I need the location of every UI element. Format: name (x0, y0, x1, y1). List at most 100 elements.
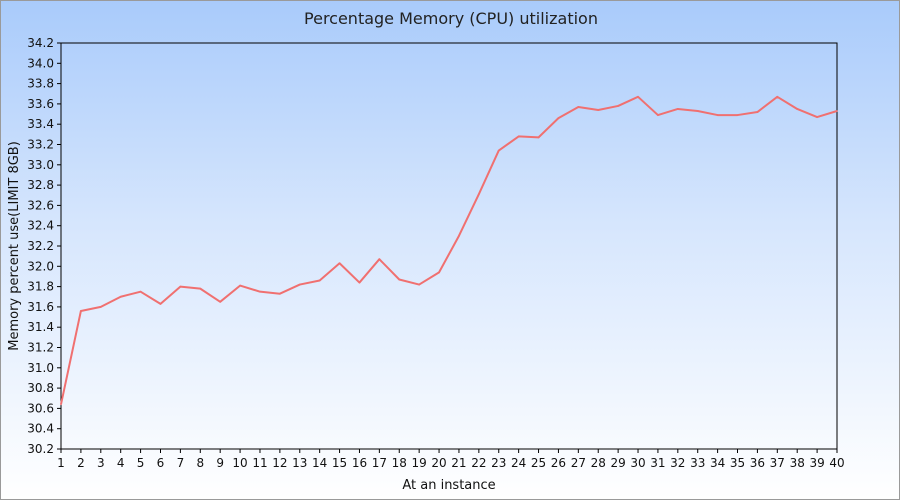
y-tick-label: 33.8 (27, 77, 54, 91)
x-tick-label: 39 (809, 456, 824, 470)
x-tick-label: 27 (571, 456, 586, 470)
data-point (736, 114, 739, 116)
data-point (199, 287, 202, 290)
y-tick-label: 30.2 (27, 442, 54, 456)
data-point (458, 235, 460, 237)
data-point (617, 105, 619, 107)
data-point (239, 284, 241, 287)
y-tick-label: 31.8 (27, 280, 54, 294)
data-point (756, 111, 759, 113)
data-point (478, 193, 480, 196)
y-tick-label: 30.6 (27, 401, 54, 415)
data-point (318, 279, 321, 282)
x-tick-label: 2 (77, 456, 85, 470)
x-tick-label: 6 (157, 456, 165, 470)
x-tick-label: 33 (690, 456, 705, 470)
data-point (139, 290, 142, 293)
x-tick-label: 24 (511, 456, 526, 470)
x-tick-label: 11 (252, 456, 267, 470)
x-tick-label: 31 (650, 456, 665, 470)
data-point (537, 136, 540, 139)
x-tick-label: 14 (312, 456, 327, 470)
y-tick-label: 33.0 (27, 158, 54, 172)
data-point (677, 108, 679, 110)
x-tick-label: 9 (216, 456, 224, 470)
x-tick-label: 10 (232, 456, 247, 470)
y-tick-label: 33.4 (27, 117, 54, 131)
x-tick-label: 21 (451, 456, 466, 470)
data-point (836, 110, 838, 112)
data-point (637, 95, 639, 98)
x-tick-label: 20 (431, 456, 446, 470)
x-tick-label: 22 (471, 456, 486, 470)
y-tick-label: 31.2 (27, 341, 54, 355)
data-point (219, 301, 221, 303)
y-tick-label: 33.2 (27, 138, 54, 152)
x-tick-label: 13 (292, 456, 307, 470)
x-tick-label: 12 (272, 456, 287, 470)
data-point (338, 262, 341, 265)
data-point (259, 290, 261, 293)
y-tick-label: 30.8 (27, 381, 54, 395)
data-point (80, 310, 82, 312)
x-tick-label: 34 (710, 456, 725, 470)
x-tick-label: 19 (412, 456, 427, 470)
x-axis-label: At an instance (402, 478, 495, 493)
data-point (657, 114, 659, 116)
chart-title: Percentage Memory (CPU) utilization (304, 9, 598, 28)
y-tick-label: 32.8 (27, 178, 54, 192)
data-point (119, 295, 122, 298)
data-point (557, 117, 560, 119)
x-tick-label: 8 (196, 456, 204, 470)
y-tick-label: 34.2 (27, 36, 54, 50)
data-point (418, 283, 420, 286)
x-tick-label: 38 (790, 456, 805, 470)
x-tick-label: 17 (372, 456, 387, 470)
data-point (179, 285, 182, 288)
x-tick-label: 29 (610, 456, 625, 470)
x-tick-label: 18 (392, 456, 407, 470)
data-point (816, 116, 818, 118)
x-tick-label: 4 (117, 456, 125, 470)
plot-area (60, 42, 838, 450)
data-point (577, 106, 580, 108)
data-point (517, 135, 520, 138)
x-axis: 1 2 3 4 5 6 7 8 9 10 11 12 13 14 15 16 17 18 19 20 21 22 23 24 2… (57, 449, 845, 470)
y-tick-label: 30.4 (27, 422, 54, 436)
data-point (378, 258, 381, 260)
y-axis-label: Memory percent use(LIMIT 8GB) (7, 141, 22, 351)
data-point (497, 149, 500, 152)
x-tick-label: 5 (137, 456, 145, 470)
data-point (597, 109, 600, 111)
data-point (696, 110, 699, 112)
x-tick-label: 23 (491, 456, 506, 470)
x-tick-label: 36 (750, 456, 765, 470)
y-tick-label: 34.0 (27, 56, 54, 70)
x-tick-label: 1 (57, 456, 65, 470)
x-tick-label: 37 (770, 456, 785, 470)
data-point (716, 114, 719, 116)
data-point (99, 306, 102, 308)
x-tick-label: 15 (332, 456, 347, 470)
x-tick-label: 7 (177, 456, 185, 470)
x-tick-label: 30 (630, 456, 645, 470)
x-tick-label: 3 (97, 456, 105, 470)
x-tick-label: 26 (551, 456, 566, 470)
data-point (60, 403, 62, 406)
series-layer (60, 95, 838, 406)
data-point (159, 303, 162, 305)
x-tick-label: 28 (591, 456, 606, 470)
y-tick-label: 32.6 (27, 198, 54, 212)
y-tick-label: 32.4 (27, 219, 54, 233)
data-point (298, 283, 301, 286)
x-tick-label: 35 (730, 456, 745, 470)
y-tick-label: 33.6 (27, 97, 54, 111)
series-line-0 (60, 95, 838, 405)
data-point (398, 278, 401, 281)
x-tick-label: 25 (531, 456, 546, 470)
y-tick-label: 32.0 (27, 259, 54, 273)
y-tick-label: 31.0 (27, 361, 54, 375)
x-tick-label: 40 (829, 456, 844, 470)
